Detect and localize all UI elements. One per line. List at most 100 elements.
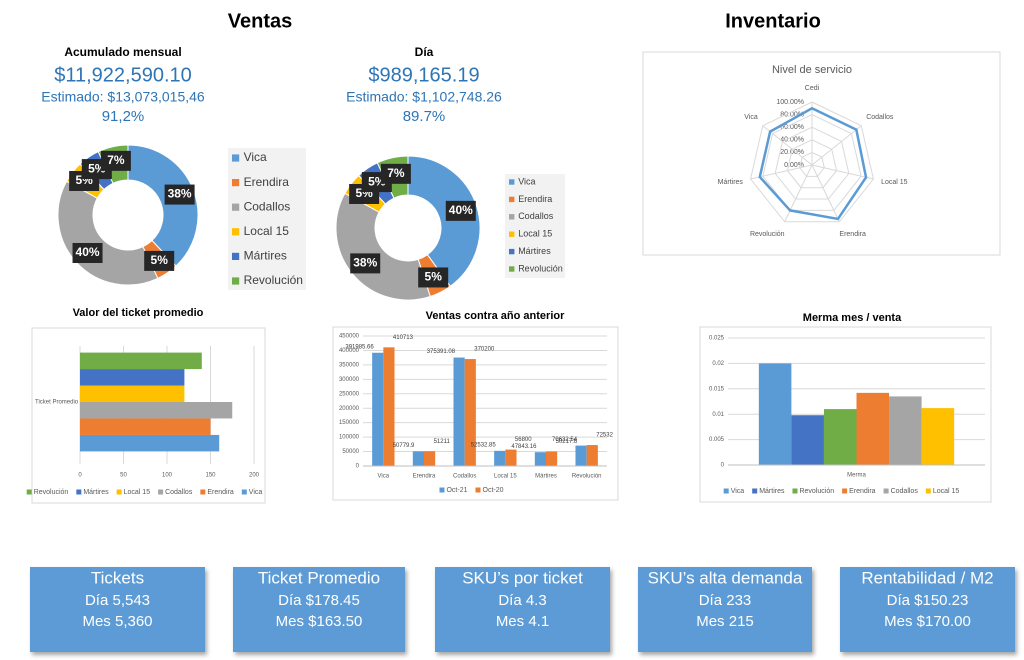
category-label: Cedi: [805, 85, 820, 92]
kpi-card: [30, 567, 205, 652]
data-label-bg: [72, 242, 103, 263]
category-label: Local 15: [881, 179, 908, 186]
kpi-card: [435, 567, 610, 652]
legend-label: Erendira: [244, 175, 290, 189]
data-label: 5%: [425, 270, 443, 284]
y-tick-label: 0: [356, 464, 360, 470]
legend-item: Codallos: [883, 488, 919, 495]
legend-swatch: [792, 488, 798, 494]
data-label-bg: [418, 267, 449, 288]
legend-label: Mártires: [83, 489, 109, 496]
bar: [758, 363, 792, 465]
legend-label: Vica: [244, 150, 267, 164]
y-tick-label: 80.00%: [780, 111, 804, 118]
data-label-bg: [100, 150, 131, 171]
legend-item: Revolución: [26, 489, 68, 496]
data-label: 40%: [449, 203, 473, 217]
total-value: $989,165.19: [368, 64, 479, 86]
y-tick-label: 40.00%: [780, 137, 804, 144]
legend-label: Revolución: [244, 273, 303, 287]
legend-label: Vica: [518, 176, 535, 186]
grid-line: [762, 114, 862, 211]
legend-item: Vica: [723, 488, 744, 495]
category-label: Ticket Promedio: [35, 400, 79, 406]
legend-label: Codallos: [244, 199, 291, 213]
kpi-line: Día 233: [699, 592, 752, 609]
grid-line: [799, 151, 825, 177]
legend-item: Vica: [241, 489, 263, 496]
y-tick-label: 250000: [339, 391, 360, 397]
legend-item: Mártires: [76, 489, 109, 496]
y-tick-label: 60.00%: [780, 124, 804, 131]
kpi-title: Rentabilidad / M2: [861, 568, 993, 587]
legend-item: Erendira: [200, 489, 234, 496]
kpi-line: Mes $170.00: [884, 613, 971, 630]
x-tick-label: Merma: [847, 473, 866, 479]
grid-line: [750, 101, 874, 223]
legend-swatch: [439, 487, 445, 493]
y-tick-label: 0.02: [712, 361, 724, 367]
percent: 89.7%: [403, 108, 446, 125]
kpi-line: Mes 5,360: [82, 613, 152, 630]
legend-label: Revolución: [518, 263, 563, 273]
legend-label: Local 15: [933, 488, 960, 495]
axis-spoke: [811, 164, 840, 222]
legend-item: Oct-21: [439, 487, 468, 494]
legend-swatch: [509, 179, 515, 185]
data-label: 370200: [474, 347, 495, 353]
legend-label: Revolución: [799, 488, 834, 495]
legend-label: Local 15: [518, 229, 552, 239]
data-label: 7%: [107, 153, 125, 167]
axis-spoke: [811, 164, 874, 180]
legend-swatch: [509, 214, 515, 220]
data-label: 38%: [353, 256, 377, 270]
y-tick-label: 300000: [339, 377, 360, 383]
legend-item: Local 15: [925, 488, 960, 495]
donut-slice: [335, 192, 431, 301]
total-value: $11,922,590.10: [54, 64, 192, 86]
x-tick-label: Mártires: [535, 474, 557, 480]
y-tick-label: 0: [721, 463, 725, 469]
legend-label: Mártires: [759, 488, 785, 495]
x-tick-label: Local 15: [494, 474, 517, 480]
x-tick-label: 50: [120, 473, 127, 479]
legend-item: Mártires: [752, 488, 785, 495]
bar: [80, 385, 185, 402]
data-label: 50779.9: [393, 443, 415, 449]
legend-swatch: [752, 488, 758, 494]
bar: [546, 451, 558, 466]
category-label: Vica: [744, 114, 758, 121]
donut-slice: [57, 180, 159, 286]
donut-slice: [407, 155, 481, 287]
legend-swatch: [232, 252, 240, 260]
bar: [921, 408, 955, 465]
x-tick-label: 0: [78, 473, 82, 479]
kpi-line: Mes 4.1: [496, 613, 549, 630]
x-tick-label: Vica: [378, 474, 390, 480]
y-tick-label: 0.005: [709, 437, 725, 443]
data-label: 7%: [387, 166, 405, 180]
legend-swatch: [116, 489, 122, 495]
axis-spoke: [811, 125, 862, 166]
bar: [80, 434, 220, 452]
category-label: Mártires: [718, 179, 744, 186]
axis-spoke: [784, 164, 813, 222]
bar: [889, 396, 922, 465]
y-tick-label: 400000: [339, 348, 360, 354]
bar: [80, 369, 185, 386]
x-tick-label: Erendira: [413, 474, 436, 480]
legend-label: Vica: [249, 489, 263, 496]
kpi-card: [233, 567, 405, 652]
legend-label: Codallos: [518, 211, 554, 221]
data-label: 50217.6: [556, 439, 578, 445]
legend-swatch: [723, 488, 729, 494]
legend-label: Mártires: [244, 249, 287, 263]
y-tick-label: 0.025: [709, 336, 725, 342]
kpi-line: Día 4.3: [498, 592, 546, 609]
kpi-line: Mes 215: [696, 613, 754, 630]
legend-label: Codallos: [891, 488, 919, 495]
legend-swatch: [232, 277, 240, 285]
legend-bg: [228, 148, 306, 290]
